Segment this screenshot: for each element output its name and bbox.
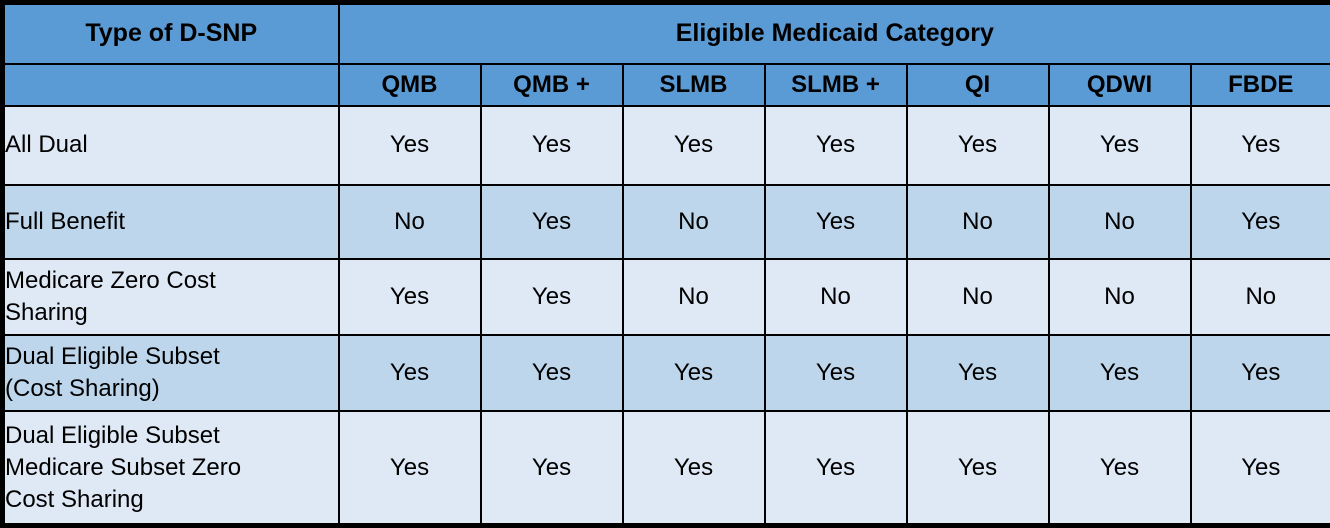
table-row-full-benefit: Full Benefit No Yes No Yes No No Yes xyxy=(1,183,1330,260)
row-label-text: Medicare Zero Cost Sharing xyxy=(5,266,216,326)
cell-value: Yes xyxy=(337,257,482,336)
table-row-all-dual: All Dual Yes Yes Yes Yes Yes Yes Yes xyxy=(1,105,1330,186)
cell-value: Yes xyxy=(1189,183,1330,260)
cell-value: Yes xyxy=(905,410,1050,527)
column-header-slmb: SLMB xyxy=(621,62,766,108)
table-row-medicare-zero-cost-sharing: Medicare Zero Cost Sharing Yes Yes No No… xyxy=(1,257,1330,336)
cell-value: Yes xyxy=(479,105,624,186)
cell-value: Yes xyxy=(1047,105,1192,186)
cell-value: Yes xyxy=(479,410,624,527)
cell-value: No xyxy=(621,257,766,336)
cell-value: Yes xyxy=(337,105,482,186)
column-header-qdwi: QDWI xyxy=(1047,62,1192,108)
row-label: Medicare Zero Cost Sharing xyxy=(1,257,340,336)
table-row-dual-eligible-subset-medicare-subset-zero-cost-sharing: Dual Eligible Subset Medicare Subset Zer… xyxy=(1,410,1330,527)
cell-value: No xyxy=(905,257,1050,336)
cell-value: Yes xyxy=(621,410,766,527)
cell-value: Yes xyxy=(479,183,624,260)
cell-value: Yes xyxy=(479,333,624,413)
cell-value: Yes xyxy=(479,257,624,336)
header-empty-cell xyxy=(1,62,340,108)
cell-value: Yes xyxy=(905,105,1050,186)
cell-value: Yes xyxy=(621,105,766,186)
column-header-qmb-plus: QMB + xyxy=(479,62,624,108)
cell-value: No xyxy=(337,183,482,260)
row-label: Dual Eligible Subset (Cost Sharing) xyxy=(1,333,340,413)
column-header-fbde: FBDE xyxy=(1189,62,1330,108)
header-type-of-dsnp: Type of D-SNP xyxy=(1,1,340,65)
header-eligible-medicaid-category: Eligible Medicaid Category xyxy=(337,1,1330,65)
cell-value: No xyxy=(621,183,766,260)
cell-value: Yes xyxy=(1189,333,1330,413)
cell-value: Yes xyxy=(905,333,1050,413)
cell-value: Yes xyxy=(763,105,908,186)
cell-value: No xyxy=(905,183,1050,260)
row-label: Full Benefit xyxy=(1,183,340,260)
cell-value: Yes xyxy=(763,183,908,260)
cell-value: Yes xyxy=(763,333,908,413)
cell-value: Yes xyxy=(1189,410,1330,527)
cell-value: No xyxy=(1047,183,1192,260)
cell-value: Yes xyxy=(337,410,482,527)
cell-value: Yes xyxy=(1189,105,1330,186)
cell-value: No xyxy=(763,257,908,336)
column-header-qi: QI xyxy=(905,62,1050,108)
cell-value: No xyxy=(1047,257,1192,336)
cell-value: Yes xyxy=(1047,333,1192,413)
cell-value: Yes xyxy=(621,333,766,413)
category-header-row: QMB QMB + SLMB SLMB + QI QDWI FBDE xyxy=(1,62,1330,108)
row-label: Dual Eligible Subset Medicare Subset Zer… xyxy=(1,410,340,527)
cell-value: Yes xyxy=(337,333,482,413)
table-row-dual-eligible-subset-cost-sharing: Dual Eligible Subset (Cost Sharing) Yes … xyxy=(1,333,1330,413)
cell-value: Yes xyxy=(1047,410,1192,527)
cell-value: No xyxy=(1189,257,1330,336)
column-header-qmb: QMB xyxy=(337,62,482,108)
row-label: All Dual xyxy=(1,105,340,186)
row-label-text: Full Benefit xyxy=(5,207,126,235)
row-label-text: Dual Eligible Subset (Cost Sharing) xyxy=(5,343,220,402)
table-header-row: Type of D-SNP Eligible Medicaid Category xyxy=(1,1,1330,65)
row-label-text: Dual Eligible Subset Medicare Subset Zer… xyxy=(5,421,242,513)
row-label-text: All Dual xyxy=(5,131,88,159)
cell-value: Yes xyxy=(763,410,908,527)
column-header-slmb-plus: SLMB + xyxy=(763,62,908,108)
